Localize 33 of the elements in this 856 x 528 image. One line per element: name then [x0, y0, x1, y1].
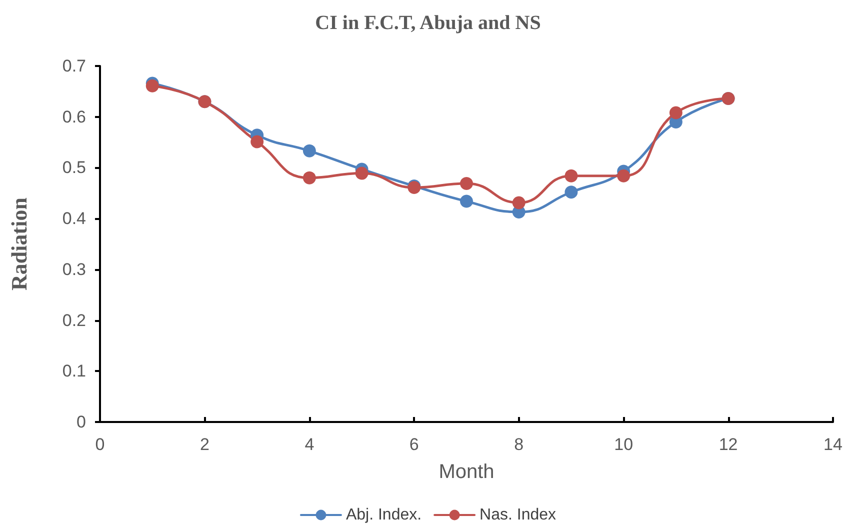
legend-label: Nas. Index — [480, 506, 556, 524]
x-tick-label: 0 — [95, 435, 105, 454]
chart-title: CI in F.C.T, Abuja and NS — [315, 12, 541, 34]
point — [302, 144, 316, 158]
x-tick-label: 4 — [304, 435, 314, 454]
point — [669, 106, 682, 120]
y-tick-label: 0.6 — [62, 107, 86, 126]
point — [460, 176, 473, 190]
y-tick-label: 0.2 — [62, 310, 86, 330]
x-tick-label: 6 — [409, 435, 419, 454]
x-tick-label: 14 — [824, 435, 842, 454]
x-tick-label: 12 — [718, 435, 738, 454]
point — [146, 79, 159, 92]
y-tick-label: 0 — [76, 412, 86, 432]
y-tick-label: 0.4 — [62, 209, 86, 228]
y-tick-label: 0.3 — [62, 260, 86, 279]
y-tick-label: 0.5 — [62, 158, 86, 178]
point — [512, 196, 526, 210]
y-tick-label: 0.7 — [62, 56, 86, 76]
x-axis-title: Month — [438, 461, 494, 483]
x-tick-label: 10 — [614, 435, 634, 454]
point — [302, 171, 316, 184]
x-tick-label: 8 — [514, 435, 524, 454]
point — [250, 135, 264, 148]
point — [355, 166, 368, 180]
y-axis-title: Radiation — [6, 198, 32, 290]
point — [564, 169, 578, 182]
point — [460, 194, 473, 208]
point — [617, 169, 630, 182]
point — [564, 186, 578, 199]
y-tick-label: 0.1 — [62, 362, 86, 381]
x-tick-label: 2 — [200, 435, 210, 454]
legend-label: Abj. Index. — [346, 506, 422, 524]
